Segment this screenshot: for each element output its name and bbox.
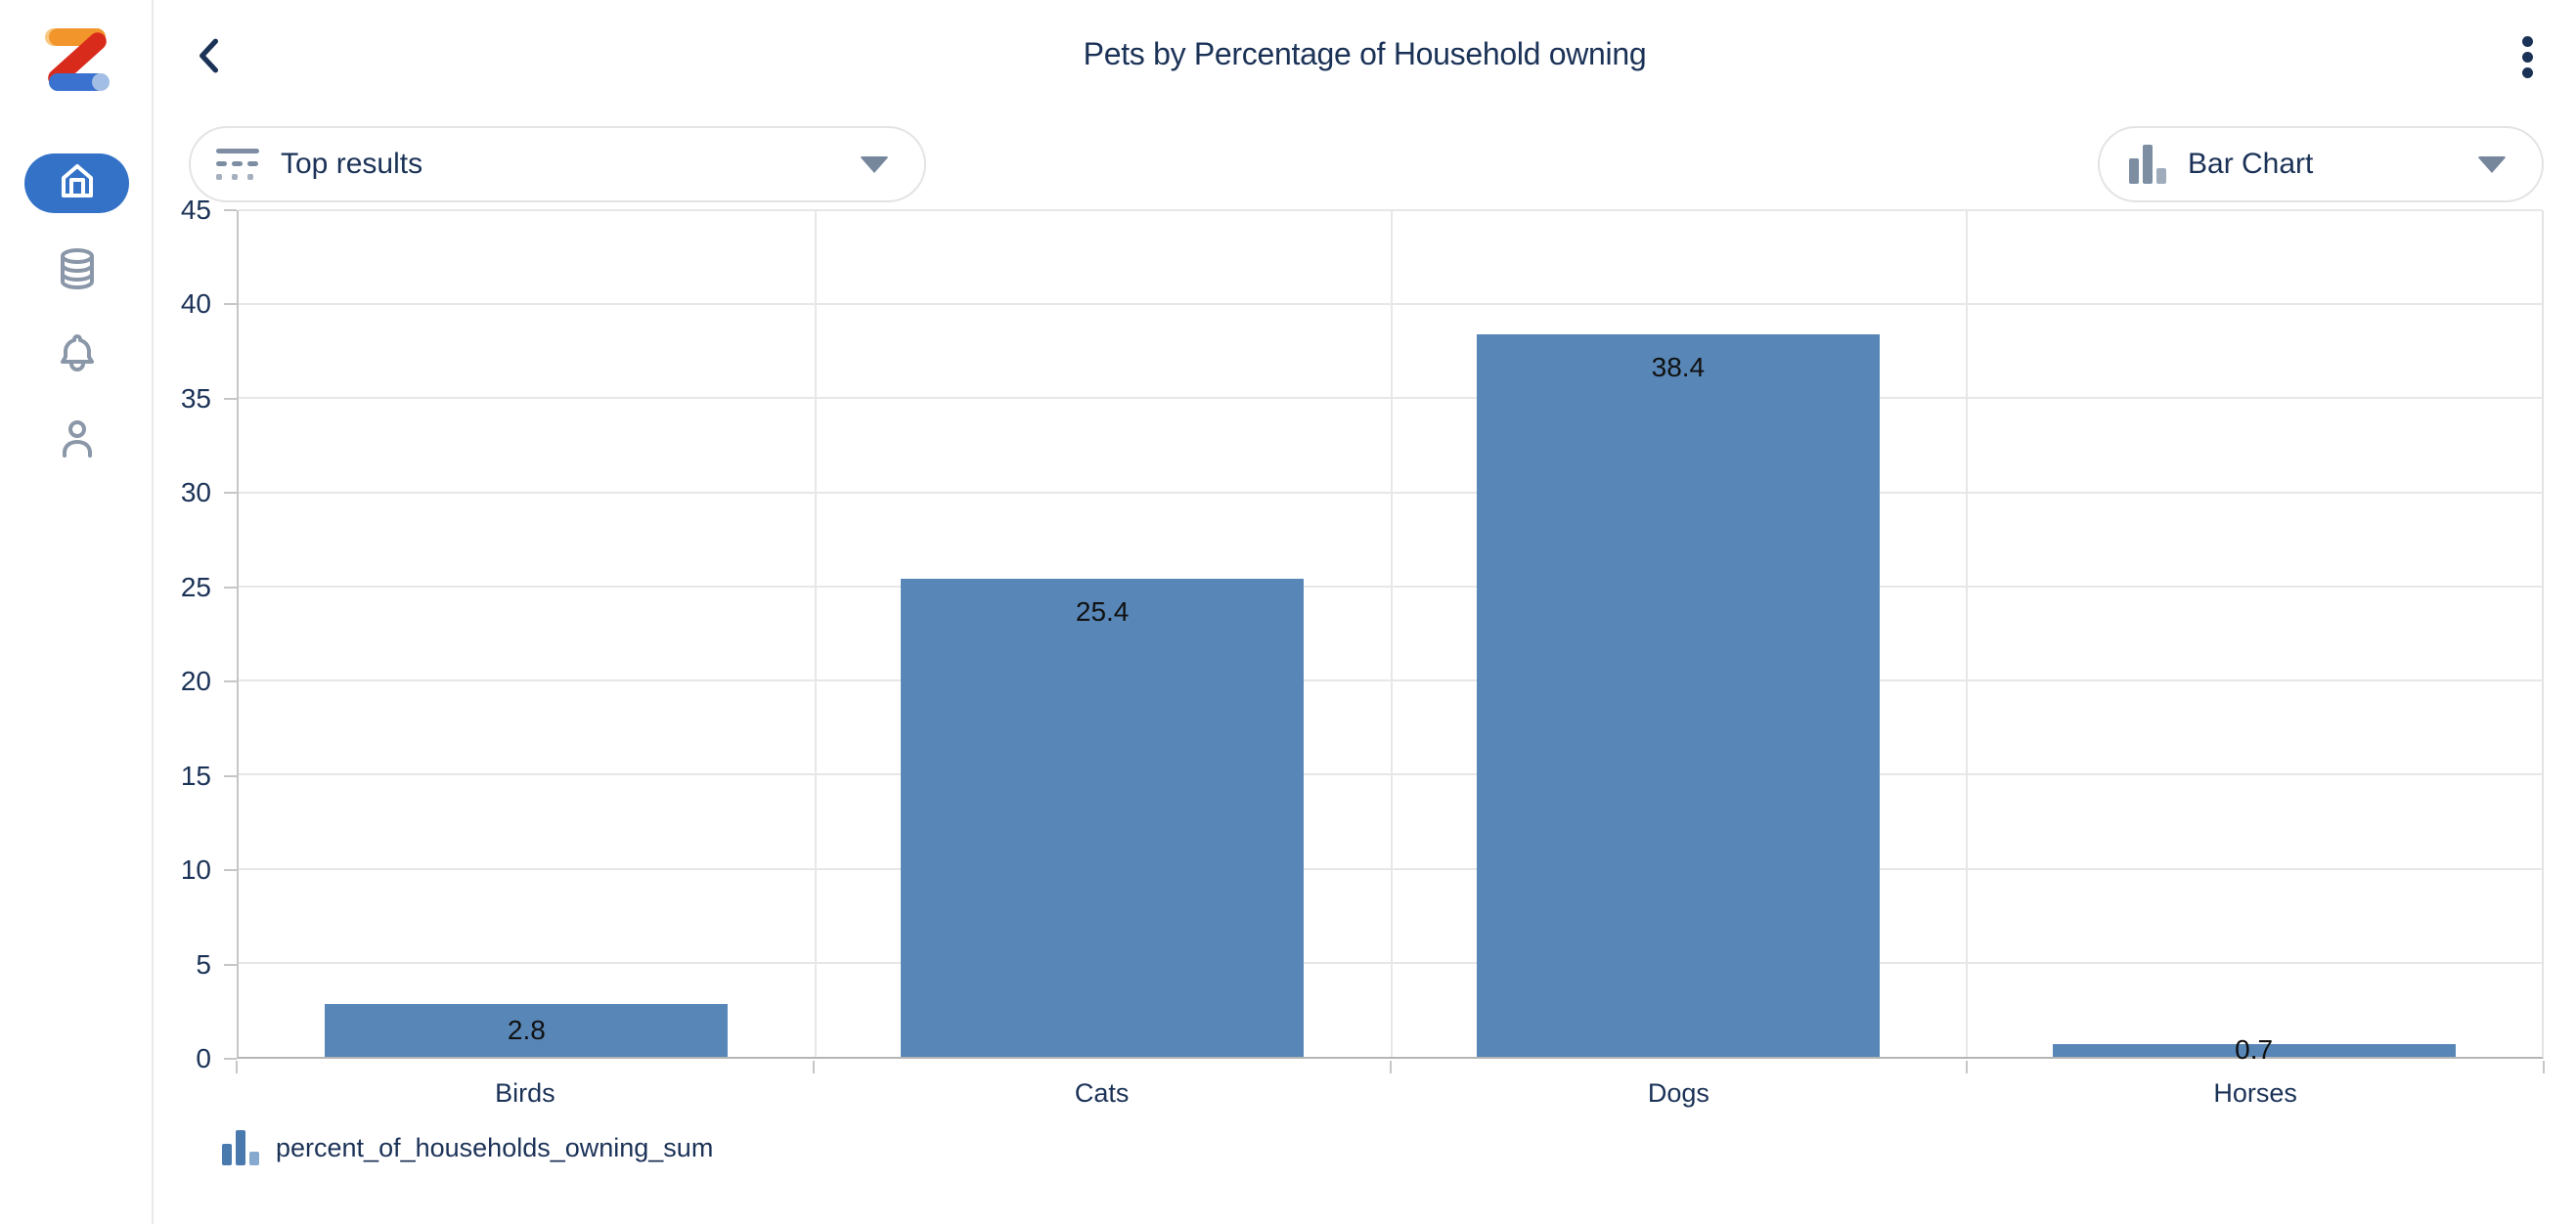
kebab-dot bbox=[2521, 66, 2533, 78]
bell-icon bbox=[56, 330, 99, 378]
bar[interactable]: 25.4 bbox=[901, 579, 1305, 1057]
y-axis-tick-label: 35 bbox=[180, 382, 211, 414]
bar[interactable]: 38.4 bbox=[1476, 334, 1880, 1057]
y-axis-tick-label: 5 bbox=[196, 948, 211, 980]
y-axis-tick-mark bbox=[224, 397, 237, 400]
top-results-filter-icon bbox=[216, 146, 259, 183]
kebab-dot bbox=[2521, 35, 2533, 47]
y-axis-tick-label: 15 bbox=[180, 760, 211, 791]
bar-value-label: 25.4 bbox=[1075, 596, 1130, 628]
dropdown-arrow-icon bbox=[860, 155, 889, 173]
bar-column: 0.7 bbox=[1966, 210, 2542, 1065]
back-button[interactable] bbox=[186, 33, 231, 78]
bar-value-label: 38.4 bbox=[1651, 352, 1706, 383]
x-axis-label: Dogs bbox=[1647, 1078, 1710, 1108]
y-axis-tick-mark bbox=[224, 963, 237, 966]
y-axis-tick-label: 30 bbox=[180, 477, 211, 508]
sidebar-item-profile[interactable] bbox=[0, 416, 154, 464]
y-axis-tick-mark bbox=[224, 492, 237, 495]
sidebar-item-notifications[interactable] bbox=[0, 330, 154, 378]
bar-column: 2.8 bbox=[239, 210, 815, 1057]
x-axis-tick-mark bbox=[1966, 1061, 1969, 1073]
top-results-label: Top results bbox=[281, 148, 423, 180]
y-axis-tick-mark bbox=[224, 586, 237, 589]
category-separator-line bbox=[1390, 210, 1393, 1057]
database-icon bbox=[56, 247, 99, 295]
sidebar bbox=[0, 0, 154, 1224]
y-axis-tick-mark bbox=[224, 869, 237, 872]
bar-chart-icon bbox=[2129, 145, 2166, 184]
y-axis-tick-label: 40 bbox=[180, 288, 211, 320]
x-axis-label: Horses bbox=[2213, 1078, 2297, 1108]
y-axis-tick-label: 10 bbox=[180, 854, 211, 886]
y-axis-tick-label: 25 bbox=[180, 571, 211, 602]
home-icon bbox=[56, 159, 99, 207]
bar-value-label: 2.8 bbox=[507, 1015, 546, 1046]
chart-type-label: Bar Chart bbox=[2188, 148, 2314, 180]
kebab-menu-button[interactable] bbox=[2508, 29, 2547, 84]
chevron-left-icon bbox=[200, 38, 219, 73]
plot-area: 2.8 25.4 38.4 0.7 bbox=[237, 209, 2544, 1065]
bar-chart-icon bbox=[222, 1130, 259, 1165]
x-axis-tick-mark bbox=[1389, 1061, 1392, 1073]
bar[interactable]: 2.8 bbox=[325, 1004, 729, 1057]
y-axis-tick-mark bbox=[224, 774, 237, 777]
kebab-dot bbox=[2521, 51, 2533, 63]
y-axis-tick-label: 45 bbox=[180, 195, 211, 225]
x-axis-tick-mark bbox=[2543, 1061, 2545, 1073]
sidebar-item-data-sources[interactable] bbox=[0, 247, 154, 295]
bar-column: 25.4 bbox=[815, 210, 1391, 1057]
y-axis-tick-label: 20 bbox=[180, 666, 211, 697]
page-title: Pets by Percentage of Household owning bbox=[1083, 36, 1647, 71]
y-axis-tick-mark bbox=[224, 303, 237, 306]
bar[interactable]: 0.7 bbox=[2052, 1034, 2456, 1065]
chart-type-dropdown[interactable]: Bar Chart bbox=[2098, 126, 2544, 202]
y-axis-tick-label: 0 bbox=[196, 1043, 211, 1073]
legend-item[interactable]: percent_of_households_owning_sum bbox=[222, 1130, 713, 1165]
top-results-dropdown[interactable]: Top results bbox=[189, 126, 926, 202]
dropdown-arrow-icon bbox=[2477, 155, 2507, 173]
bar-value-label: 0.7 bbox=[2235, 1034, 2274, 1066]
x-axis-label: Cats bbox=[1074, 1078, 1130, 1108]
x-axis-tick-mark bbox=[812, 1061, 815, 1073]
bar-column: 38.4 bbox=[1391, 210, 1967, 1057]
x-axis-tick-mark bbox=[236, 1061, 238, 1073]
y-axis-tick-mark bbox=[224, 209, 237, 211]
legend-label: percent_of_households_owning_sum bbox=[276, 1132, 714, 1162]
category-separator-line bbox=[1966, 210, 1969, 1057]
y-axis-tick-mark bbox=[224, 680, 237, 683]
x-axis: Birds Cats Dogs Horses bbox=[236, 1061, 2545, 1115]
category-separator-line bbox=[814, 210, 817, 1057]
sidebar-item-home[interactable] bbox=[24, 153, 129, 213]
person-icon bbox=[56, 416, 99, 464]
zing-logo bbox=[45, 27, 110, 92]
y-axis-tick-mark bbox=[224, 1058, 237, 1060]
y-axis: 0 5 10 15 20 25 30 35 40 45 bbox=[117, 195, 237, 1073]
x-axis-label: Birds bbox=[495, 1078, 555, 1108]
